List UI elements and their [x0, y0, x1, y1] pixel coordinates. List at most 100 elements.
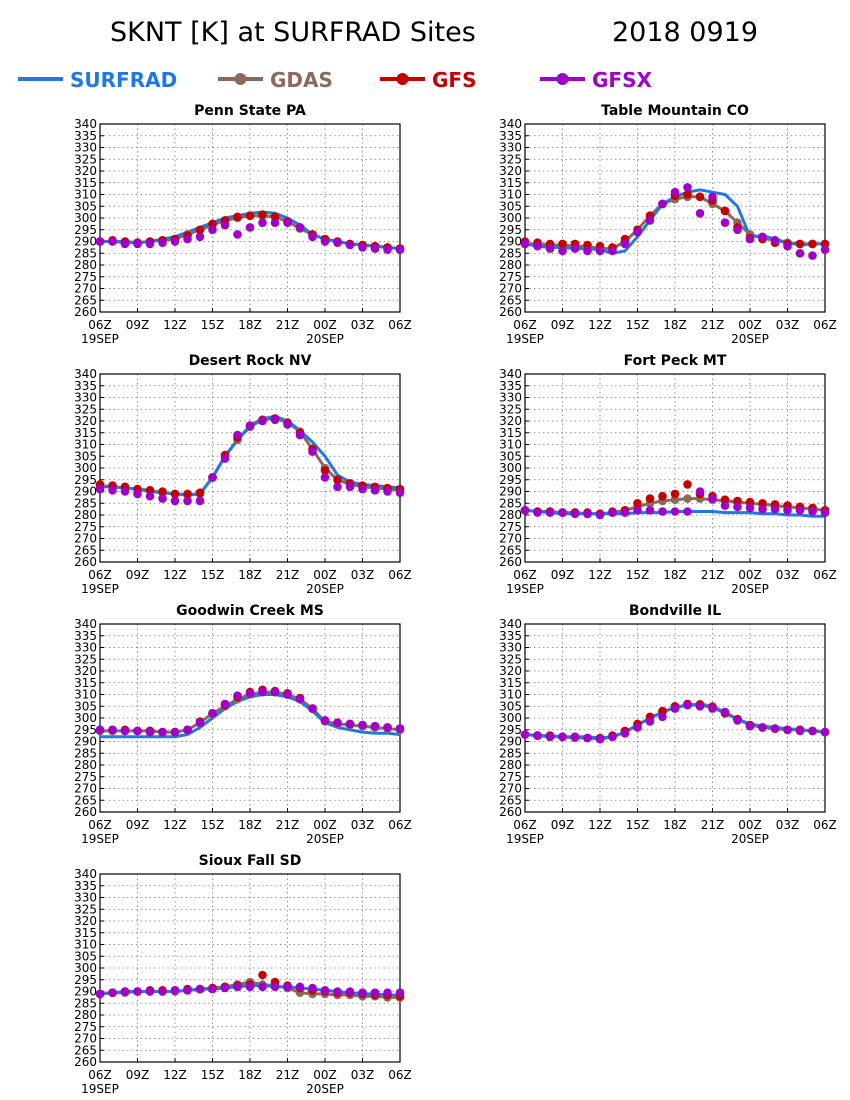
- x-tick-label: 00Z: [313, 318, 337, 332]
- y-tick-label: 290: [74, 735, 97, 749]
- data-point-gfsx: [345, 240, 355, 250]
- panel-title: Bondville IL: [629, 603, 721, 619]
- y-tick-label: 320: [74, 914, 97, 928]
- data-point-gfsx: [320, 716, 330, 725]
- panels: Penn State PA260265270275280285290295300…: [74, 103, 837, 1096]
- data-point-gfsx: [795, 249, 805, 258]
- data-point-gfsx: [120, 987, 130, 996]
- data-point-gfsx: [395, 245, 405, 254]
- y-tick-label: 285: [74, 746, 97, 760]
- y-tick-label: 295: [74, 973, 97, 987]
- y-tick-label: 335: [74, 629, 97, 643]
- data-point-gfsx: [158, 987, 167, 996]
- data-point-gfsx: [620, 508, 630, 517]
- y-tick-label: 260: [499, 555, 522, 569]
- data-point-gfsx: [570, 732, 580, 742]
- x-tick-label: 15Z: [201, 818, 225, 832]
- y-tick-label: 295: [74, 223, 97, 237]
- data-point-gfsx: [595, 246, 605, 256]
- data-point-gfsx: [770, 724, 780, 733]
- y-tick-label: 295: [499, 473, 522, 487]
- x-tick-label: 09Z: [126, 568, 150, 582]
- data-point-gfs: [233, 212, 242, 222]
- data-point-gfsx: [308, 704, 317, 713]
- data-point-gfsx: [133, 987, 142, 996]
- y-tick-label: 265: [74, 1043, 97, 1057]
- y-tick-label: 310: [499, 438, 522, 452]
- y-tick-label: 305: [74, 949, 97, 963]
- y-tick-label: 315: [74, 176, 97, 190]
- data-point-gfs: [683, 480, 692, 489]
- data-point-gfsx: [595, 734, 605, 744]
- x-tick-label: 15Z: [626, 318, 650, 332]
- data-point-gfsx: [383, 487, 392, 496]
- x-tick-label: 21Z: [276, 818, 300, 832]
- legend-label: GFSX: [592, 68, 652, 92]
- y-tick-label: 310: [499, 688, 522, 702]
- data-point-gfs: [695, 192, 705, 202]
- data-point-gfsx: [208, 709, 217, 718]
- data-point-gfsx: [145, 727, 155, 737]
- x-tick-label: 06Z: [88, 568, 112, 582]
- data-point-gfsx: [320, 986, 330, 995]
- data-point-gfs: [208, 219, 217, 229]
- data-point-gfsx: [645, 717, 655, 726]
- series-markers-gfsx: [520, 487, 830, 520]
- data-point-gfsx: [720, 501, 730, 510]
- data-point-gfsx: [283, 420, 292, 429]
- x-date-label: 19SEP: [81, 332, 119, 346]
- x-tick-label: 06Z: [388, 818, 412, 832]
- x-tick-label: 00Z: [738, 568, 762, 582]
- data-point-gfsx: [533, 731, 542, 740]
- data-point-gfsx: [745, 721, 755, 731]
- y-tick-label: 325: [74, 402, 97, 416]
- data-point-gfsx: [395, 988, 405, 997]
- data-point-gfsx: [333, 987, 342, 996]
- data-point-gfsx: [558, 246, 567, 256]
- x-date-label: 20SEP: [731, 332, 769, 346]
- y-tick-label: 320: [499, 414, 522, 428]
- x-tick-label: 03Z: [351, 1068, 375, 1082]
- data-point-gfsx: [183, 234, 192, 244]
- data-point-gfsx: [245, 689, 255, 698]
- data-point-gfsx: [783, 506, 792, 515]
- x-tick-label: 03Z: [776, 568, 800, 582]
- data-point-gfsx: [170, 496, 180, 506]
- data-point-gfsx: [308, 232, 317, 242]
- data-point-gfsx: [670, 507, 680, 516]
- x-tick-label: 09Z: [551, 318, 575, 332]
- y-tick-label: 305: [499, 449, 522, 463]
- series-markers-gfsx: [95, 415, 405, 506]
- x-tick-label: 12Z: [163, 318, 187, 332]
- y-tick-label: 300: [74, 461, 97, 475]
- data-point-gfsx: [95, 484, 105, 494]
- y-tick-label: 275: [74, 1020, 97, 1034]
- data-point-gfsx: [233, 230, 242, 239]
- data-point-gfsx: [370, 486, 380, 495]
- data-point-gfsx: [283, 982, 292, 992]
- x-tick-label: 21Z: [701, 568, 725, 582]
- y-tick-label: 340: [74, 117, 97, 131]
- y-tick-label: 330: [499, 391, 522, 405]
- x-tick-label: 03Z: [351, 818, 375, 832]
- y-tick-label: 275: [499, 270, 522, 284]
- x-tick-label: 21Z: [276, 568, 300, 582]
- grid: [100, 374, 400, 562]
- y-tick-label: 305: [499, 699, 522, 713]
- data-point-gfsx: [395, 724, 405, 733]
- series-markers-gfsx: [520, 183, 830, 260]
- data-point-gfsx: [133, 489, 142, 499]
- data-point-gfs: [183, 489, 192, 499]
- y-tick-label: 280: [499, 758, 522, 772]
- y-tick-label: 290: [74, 985, 97, 999]
- y-tick-label: 340: [74, 867, 97, 881]
- data-point-gfsx: [270, 218, 280, 227]
- x-tick-label: 18Z: [238, 568, 262, 582]
- figure-date: 2018 0919: [612, 17, 758, 48]
- data-point-gfsx: [370, 988, 380, 997]
- data-point-gfsx: [258, 218, 267, 227]
- data-point-gfsx: [308, 447, 317, 456]
- y-tick-label: 270: [74, 282, 97, 296]
- data-point-gfsx: [345, 719, 355, 729]
- data-point-gfsx: [120, 239, 130, 249]
